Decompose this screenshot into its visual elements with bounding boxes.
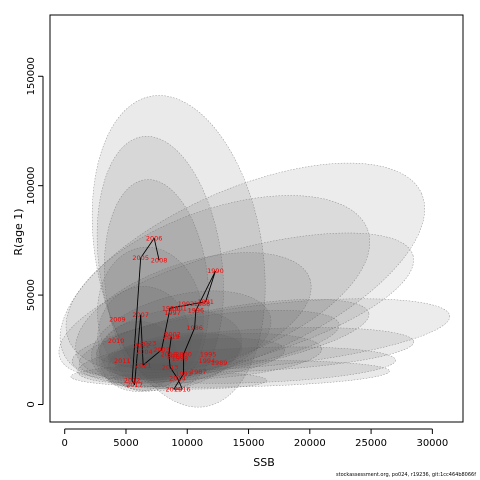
confidence-ellipse xyxy=(77,338,285,384)
x-tick-label: 25000 xyxy=(355,438,387,449)
year-label-2010: 2010 xyxy=(108,337,125,345)
year-label-2002: 2002 xyxy=(164,331,181,339)
year-label-2022: 2022 xyxy=(134,342,151,350)
trajectory-segment xyxy=(131,257,142,381)
x-tick-label: 10000 xyxy=(171,438,203,449)
trajectory-segment xyxy=(194,310,197,328)
trajectory-segment xyxy=(140,314,144,366)
year-label-2020: 2020 xyxy=(167,353,184,361)
y-tick-label: 100000 xyxy=(26,167,37,205)
year-label-2004: 2004 xyxy=(136,348,153,356)
year-label-2011: 2011 xyxy=(114,357,131,365)
x-tick-label: 20000 xyxy=(294,438,326,449)
year-label-1987: 1987 xyxy=(190,368,207,376)
year-label-2003: 2003 xyxy=(153,346,170,354)
year-label-2000: 2000 xyxy=(175,350,192,358)
trajectory-segment xyxy=(177,378,183,390)
confidence-ellipse xyxy=(65,195,371,374)
year-label-2006: 2006 xyxy=(146,234,163,242)
year-label-1996: 1996 xyxy=(188,307,205,315)
year-label-2009: 2009 xyxy=(109,315,126,323)
year-label-1993: 1993 xyxy=(175,370,192,378)
year-label-2013: 2013 xyxy=(162,363,179,371)
year-label-1986: 1986 xyxy=(186,324,203,332)
x-tick-label: 30000 xyxy=(416,438,448,449)
year-label-1991: 1991 xyxy=(197,298,214,306)
confidence-ellipse xyxy=(59,162,425,384)
confidence-ellipse xyxy=(107,332,243,381)
trajectory-segment xyxy=(131,380,135,386)
trajectory-segment xyxy=(161,308,171,350)
y-tick-label: 0 xyxy=(26,401,37,407)
year-label-1990: 1990 xyxy=(207,267,224,275)
axes: 0 5000 10000 15000 20000 25000 30000 0 50000 1000… xyxy=(26,57,448,449)
trajectory-segment xyxy=(142,349,162,366)
year-label-2017: 2017 xyxy=(126,381,143,389)
year-label-2005: 2005 xyxy=(132,254,149,262)
trajectory-segment xyxy=(169,367,178,379)
x-axis-title: SSB xyxy=(253,456,275,469)
year-label-2019: 2019 xyxy=(163,333,180,341)
year-label-2016: 2016 xyxy=(174,385,191,393)
year-label-1989: 1989 xyxy=(211,359,228,367)
plot-frame xyxy=(49,14,464,423)
trajectory-segment xyxy=(183,327,196,355)
trajectory-segment xyxy=(195,270,216,311)
year-label-2021: 2021 xyxy=(135,361,152,369)
trajectory-segment xyxy=(140,237,155,259)
confidence-ellipse xyxy=(70,360,390,388)
year-label-2008: 2008 xyxy=(151,256,168,264)
trajectory-segment xyxy=(205,270,216,302)
y-tick-label: 50000 xyxy=(26,279,37,311)
confidence-ellipse xyxy=(101,332,323,380)
year-label-2015: 2015 xyxy=(166,385,183,393)
year-label-1988: 1988 xyxy=(194,300,211,308)
trajectory-segment xyxy=(134,314,142,385)
x-tick-label: 5000 xyxy=(113,438,138,449)
confidence-ellipses xyxy=(58,95,451,408)
y-axis-title: R(age 1) xyxy=(12,208,25,255)
year-label-2018: 2018 xyxy=(161,350,178,358)
y-tick-label: 150000 xyxy=(26,57,37,95)
year-label-1992: 1992 xyxy=(178,300,195,308)
year-label-1997: 1997 xyxy=(164,309,181,317)
year-label-1998: 1998 xyxy=(172,355,189,363)
trajectory-segment xyxy=(168,336,172,355)
credit-text: stockassessment.org, po024, r19236, git:… xyxy=(336,472,476,478)
confidence-ellipse xyxy=(71,310,340,377)
x-tick-label: 0 xyxy=(62,438,68,449)
year-label-1999: 1999 xyxy=(162,304,179,312)
trajectory-lines xyxy=(131,237,216,390)
confidence-ellipse xyxy=(58,232,414,380)
confidence-ellipse xyxy=(97,286,192,392)
trajectory-segment xyxy=(153,238,160,261)
confidence-ellipse xyxy=(107,371,268,390)
year-label-2023: 2023 xyxy=(140,339,157,347)
year-label-1995: 1995 xyxy=(200,350,217,358)
year-label-1994: 1994 xyxy=(199,357,216,365)
confidence-ellipse xyxy=(113,346,396,384)
x-tick-label: 15000 xyxy=(233,438,265,449)
trajectory-segment xyxy=(168,354,171,368)
year-label-2014: 2014 xyxy=(169,374,186,382)
year-label-2012: 2012 xyxy=(124,377,141,385)
confidence-ellipse xyxy=(98,321,178,392)
confidence-ellipse xyxy=(107,327,415,373)
year-label-2001: 2001 xyxy=(170,304,187,312)
confidence-ellipse xyxy=(104,179,210,389)
year-label-2007: 2007 xyxy=(132,311,149,319)
